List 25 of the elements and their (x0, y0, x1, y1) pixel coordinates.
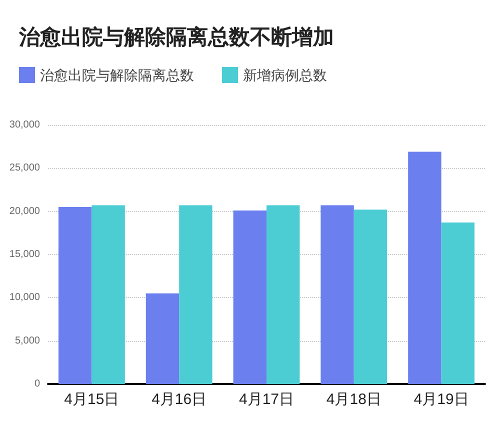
bar (58, 207, 92, 384)
bar (179, 205, 212, 384)
x-tick-label: 4月15日 (64, 391, 120, 408)
y-tick-label: 25,000 (9, 162, 40, 174)
y-tick-label: 20,000 (9, 206, 40, 217)
y-tick-label: 0 (34, 378, 40, 390)
bar (408, 152, 442, 384)
x-tick-label: 4月18日 (326, 391, 382, 408)
legend-label: 新增病例总数 (243, 67, 327, 83)
y-tick-label: 5,000 (14, 335, 40, 346)
y-tick-label: 15,000 (9, 249, 40, 260)
bar (354, 210, 388, 384)
bar (233, 210, 266, 384)
chart-title: 治愈出院与解除隔离总数不断增加 (18, 25, 334, 49)
bar (441, 222, 475, 384)
x-tick-label: 4月16日 (152, 391, 207, 408)
bar (266, 205, 300, 384)
bar (92, 205, 125, 384)
legend-label: 治愈出院与解除隔离总数 (40, 67, 194, 83)
x-tick-label: 4月19日 (414, 391, 469, 408)
bar (146, 293, 180, 384)
x-tick-label: 4月17日 (238, 391, 294, 408)
bar (320, 205, 354, 384)
y-tick-label: 10,000 (9, 292, 40, 304)
y-tick-label: 30,000 (9, 120, 40, 130)
